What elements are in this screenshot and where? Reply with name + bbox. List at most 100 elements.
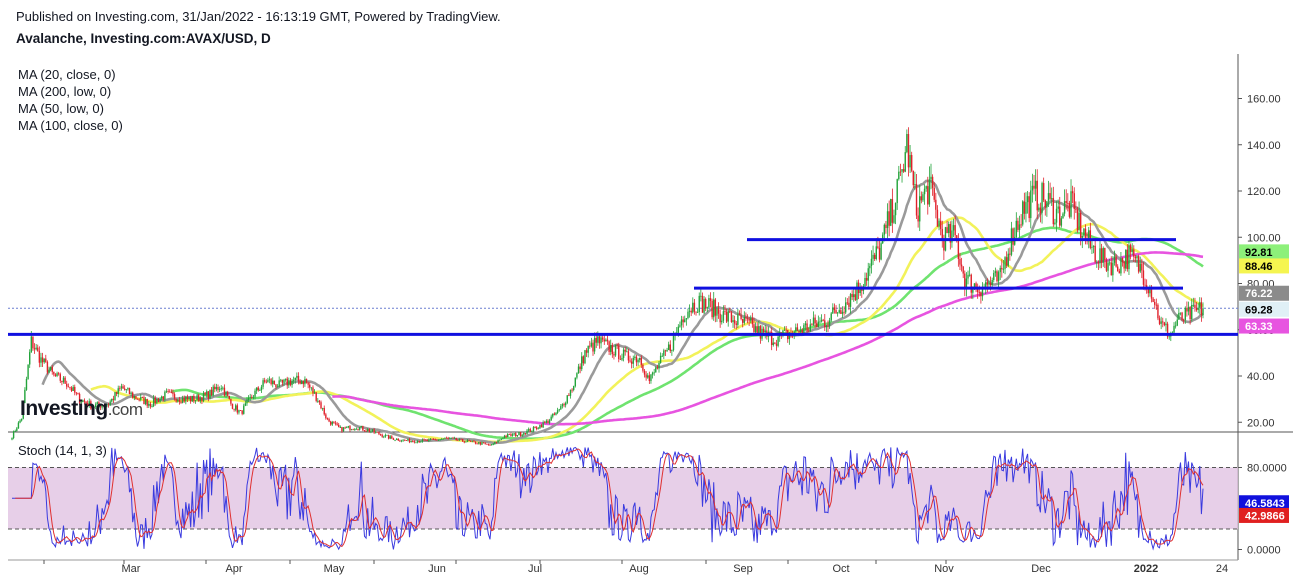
candle-body (338, 424, 340, 428)
candle-body (469, 441, 472, 442)
candle-body (45, 358, 47, 363)
candle-body (1154, 301, 1156, 305)
candle-body (115, 392, 118, 395)
candle-body (589, 345, 591, 347)
candle-body (223, 387, 226, 396)
candle-body (959, 259, 961, 265)
legend-ma200[interactable]: MA (200, low, 0) (18, 84, 112, 99)
candle-body (693, 302, 696, 312)
ma20-value-badge: 76.22 (1245, 288, 1273, 300)
candle-body (643, 370, 646, 375)
stoch-k-value-badge: 46.5843 (1245, 498, 1285, 510)
candle-body (912, 170, 914, 186)
candle-body (1189, 307, 1191, 320)
candle-body (1041, 183, 1043, 213)
candle-body (434, 439, 436, 441)
candle-body (98, 402, 100, 406)
candle-body (132, 392, 134, 398)
candle-body (655, 367, 657, 373)
candle-body (16, 428, 18, 431)
candle-body (545, 420, 548, 423)
candle-body (547, 420, 549, 423)
candle-body (1174, 325, 1177, 327)
candle-body (202, 392, 205, 402)
legend-ma20[interactable]: MA (20, close, 0) (18, 67, 116, 82)
candle-body (278, 380, 280, 387)
candle-body (803, 325, 805, 334)
candle-body (550, 416, 552, 421)
candle-body (748, 319, 750, 321)
candle-body (1134, 256, 1137, 259)
legend-ma50[interactable]: MA (50, low, 0) (18, 101, 104, 116)
candle-body (1129, 245, 1132, 252)
candle-body (201, 397, 203, 402)
candle-body (296, 375, 298, 378)
candle-body (447, 437, 449, 439)
candle-body (394, 439, 396, 441)
candle-body (849, 294, 852, 307)
candle-body (535, 427, 538, 430)
candle-body (618, 345, 620, 360)
candle-body (1036, 180, 1038, 211)
candle-body (1068, 203, 1071, 217)
candle-body (1091, 246, 1093, 248)
candle-body (167, 391, 169, 392)
candle-body (321, 407, 324, 409)
candle-body (1012, 228, 1014, 245)
candle-body (783, 329, 786, 331)
candle-body (1097, 261, 1100, 264)
candle-body (410, 441, 412, 443)
candle-body (785, 329, 787, 331)
candle-body (840, 310, 842, 314)
candle-body (764, 330, 766, 333)
candle-body (59, 374, 61, 381)
candle-body (555, 412, 557, 415)
candle-body (795, 327, 797, 332)
candle-body (83, 400, 86, 402)
candle-body (56, 373, 58, 377)
candle-body (941, 228, 943, 239)
candle-body (564, 402, 567, 406)
candle-body (513, 433, 515, 435)
indicator-legend: MA (20, close, 0) MA (200, low, 0) MA (5… (18, 66, 123, 134)
candle-body (548, 420, 551, 423)
candle-body (750, 318, 752, 321)
candle-body (474, 441, 477, 444)
candle-body (569, 389, 572, 396)
candle-body (518, 432, 520, 436)
candle-body (497, 440, 499, 443)
candle-body (281, 379, 284, 383)
stochastic-panel (8, 446, 1238, 551)
candle-body (560, 406, 562, 410)
candle-body (1033, 185, 1035, 189)
candle-body (1062, 213, 1064, 219)
candle-body (505, 435, 507, 437)
candle-body (864, 278, 866, 287)
stoch-d-line (15, 448, 1204, 548)
candle-body (1044, 200, 1046, 208)
candle-body (819, 321, 821, 323)
candle-body (199, 397, 202, 402)
candle-body (626, 351, 628, 353)
candle-body (291, 380, 293, 386)
candle-body (1079, 212, 1082, 238)
candle-body (713, 299, 715, 318)
candle-body (986, 282, 989, 285)
candle-body (181, 398, 184, 403)
candle-body (80, 401, 82, 403)
candle-body (20, 418, 23, 421)
candle-body (650, 374, 652, 381)
candle-body (323, 407, 325, 415)
candle-body (405, 440, 408, 441)
candle-body (975, 283, 977, 289)
candle-body (189, 397, 192, 402)
legend-ma100[interactable]: MA (100, close, 0) (18, 118, 123, 133)
candle-body (930, 176, 932, 180)
candle-body (207, 391, 210, 399)
candle-body (777, 336, 779, 346)
candle-body (165, 391, 168, 392)
candle-body (468, 440, 470, 442)
candle-body (280, 379, 282, 381)
candle-body (41, 357, 44, 363)
